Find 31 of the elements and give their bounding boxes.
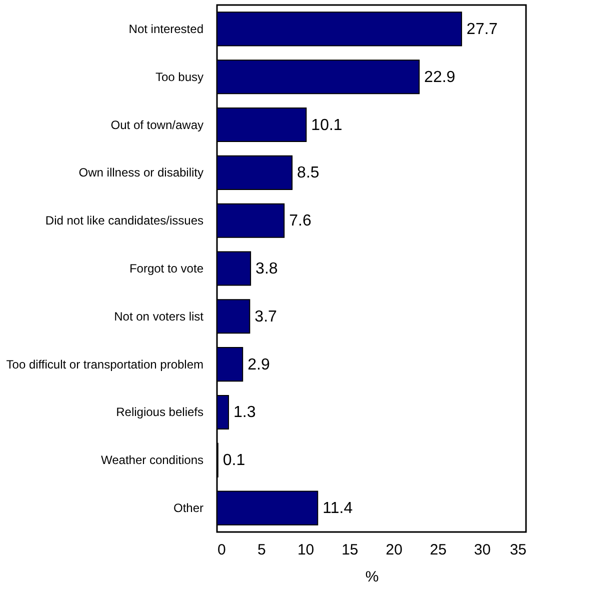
y-tick-label: Too busy: [155, 70, 204, 84]
data-label: 1.3: [233, 404, 256, 422]
y-tick-label: Weather conditions: [100, 453, 204, 468]
x-tick-label: 0: [218, 542, 226, 558]
y-tick-label: Religious beliefs: [116, 405, 204, 420]
data-label: 22.9: [424, 68, 456, 86]
y-tick-label: Not on voters list: [114, 309, 204, 324]
y-tick-label: Out of town/away: [110, 118, 204, 132]
x-tick-label: 30: [474, 542, 491, 558]
y-tick-label: Other: [173, 501, 204, 516]
x-tick-label: 15: [342, 542, 358, 558]
data-label: 3.8: [256, 260, 278, 278]
data-label: 10.1: [311, 116, 342, 134]
data-label: 8.5: [297, 164, 320, 182]
x-tick-label: 20: [386, 542, 402, 558]
x-axis-title: %: [365, 568, 379, 586]
y-tick-label: Too difficult or transportation problem: [6, 357, 204, 372]
data-label: 2.9: [248, 356, 270, 374]
x-tick-label: 10: [297, 542, 314, 558]
data-label: 27.7: [466, 20, 498, 38]
data-label: 7.6: [289, 212, 312, 230]
x-tick-label: 25: [430, 542, 447, 558]
data-label: 0.1: [222, 452, 246, 470]
y-tick-label: Not interested: [128, 22, 204, 36]
x-tick-label: 35: [510, 542, 526, 558]
data-label: 11.4: [322, 500, 353, 518]
y-tick-label: Did not like candidates/issues: [45, 214, 204, 228]
x-tick-label: 5: [257, 542, 266, 558]
data-label: 3.7: [254, 308, 278, 326]
y-tick-label: Own illness or disability: [78, 166, 204, 180]
y-tick-label: Forgot to vote: [129, 262, 204, 276]
